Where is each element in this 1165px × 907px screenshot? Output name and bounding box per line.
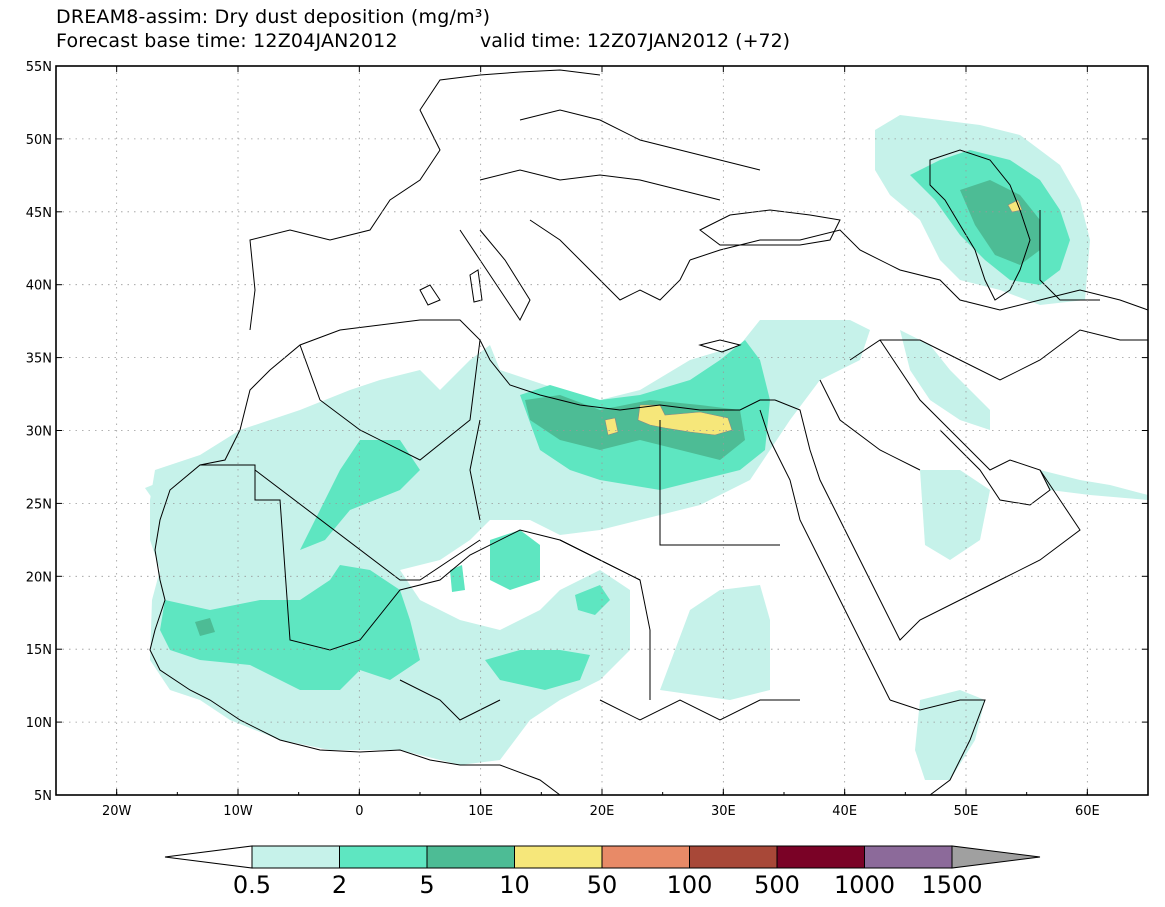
colorbar-level-label: 100 [667, 871, 713, 899]
lon-tick-label: 30E [711, 804, 736, 819]
colorbar-level-label: 0.5 [233, 871, 271, 899]
colorbar-level-label: 1500 [921, 871, 982, 899]
colorbar-segment [864, 845, 953, 869]
latitude-axis: 55N 50N 45N 40N 35N 30N 25N 20N 15N 10N 5N [26, 60, 1148, 804]
longitude-axis: 20W 10W 0 10E 20E 30E 40E 50E 60E [55, 66, 1149, 819]
colorbar-over-arrow [951, 845, 1041, 869]
lon-tick-label: 50E [954, 804, 979, 819]
lat-tick-label: 20N [26, 570, 52, 585]
colorbar-level-label: 50 [587, 871, 618, 899]
lon-tick-label: 0 [355, 804, 363, 819]
lat-tick-label: 55N [26, 60, 52, 75]
lon-tick-label: 10W [223, 804, 253, 819]
colorbar-segment [426, 845, 515, 869]
colorbar-segment [601, 845, 690, 869]
colorbar-segment [514, 845, 603, 869]
colorbar-level-label: 10 [499, 871, 530, 899]
colorbar: 0.5 2 5 10 50 100 500 1000 1500 [164, 845, 1041, 899]
lat-tick-label: 5N [34, 789, 52, 804]
colorbar-segment [251, 845, 340, 869]
lat-tick-label: 15N [26, 643, 52, 658]
colorbar-level-label: 5 [419, 871, 434, 899]
lat-tick-label: 35N [26, 352, 52, 367]
colorbar-segment [339, 845, 428, 869]
colorbar-level-label: 1000 [834, 871, 895, 899]
lat-tick-label: 45N [26, 206, 52, 221]
forecast-base-time: Forecast base time: 12Z04JAN2012 [56, 30, 398, 52]
lon-tick-label: 10E [468, 804, 493, 819]
colorbar-level-label: 500 [754, 871, 800, 899]
grid-lines [56, 66, 1148, 795]
lat-tick-label: 50N [26, 133, 52, 148]
lon-tick-label: 40E [832, 804, 857, 819]
map-title: DREAM8-assim: Dry dust deposition (mg/m³… [56, 6, 491, 28]
lon-tick-label: 60E [1075, 804, 1100, 819]
colorbar-under-arrow [164, 845, 253, 869]
lon-tick-label: 20W [102, 804, 132, 819]
valid-time: valid time: 12Z07JAN2012 (+72) [480, 30, 791, 52]
dust-deposition-field [145, 115, 1148, 780]
lat-tick-label: 25N [26, 497, 52, 512]
lon-tick-label: 20E [590, 804, 615, 819]
lat-tick-label: 40N [26, 279, 52, 294]
lat-tick-label: 30N [26, 425, 52, 440]
colorbar-segment [689, 845, 778, 869]
colorbar-segment [776, 845, 865, 869]
lat-tick-label: 10N [26, 716, 52, 731]
coastlines-borders [149, 69, 1148, 795]
colorbar-level-label: 2 [332, 871, 347, 899]
